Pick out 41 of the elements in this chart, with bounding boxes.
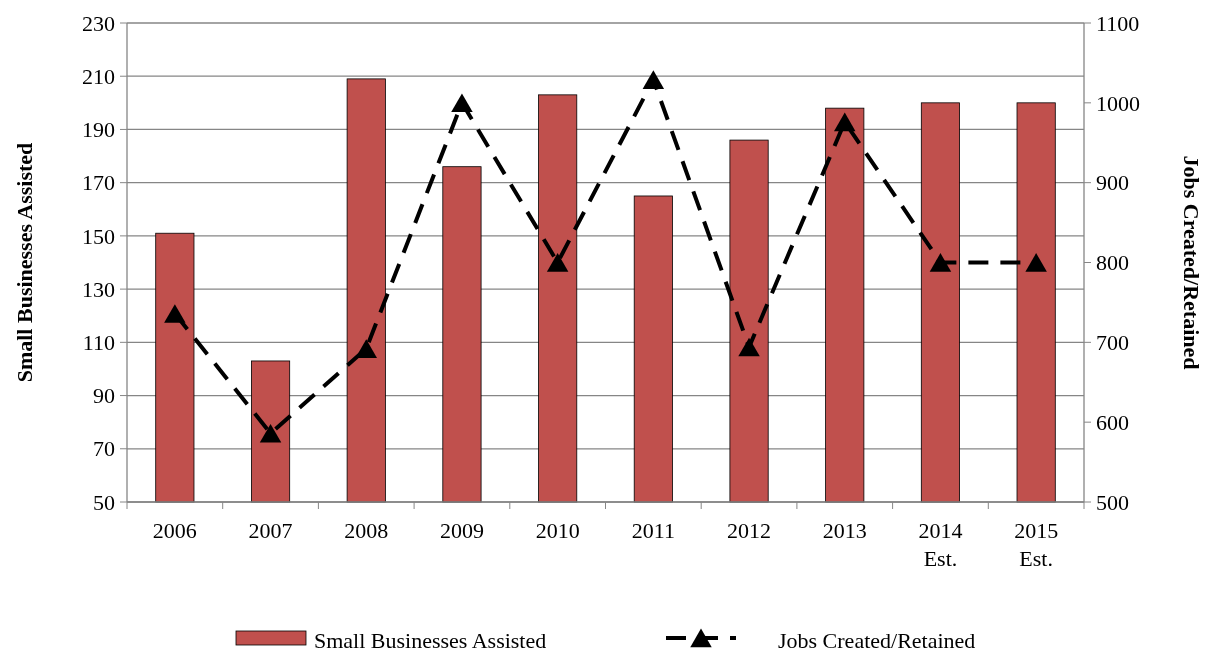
point <box>834 112 856 132</box>
y2-tick-label: 700 <box>1096 330 1129 356</box>
y2-axis-title: Jobs Created/Retained <box>1179 155 1204 370</box>
point <box>738 337 760 357</box>
point <box>642 70 665 89</box>
x-tick-label: 2014 Est. <box>918 518 963 571</box>
y2-tick-label: 500 <box>1096 489 1129 515</box>
point <box>164 304 186 323</box>
y2-tick-label: 1000 <box>1096 90 1140 116</box>
y-tick-label: 50 <box>93 489 115 515</box>
x-tick-label: 2012 <box>727 518 772 543</box>
y2-tick-label: 600 <box>1096 409 1129 435</box>
x-tick-label: 2010 <box>535 518 580 543</box>
y-tick-label: 90 <box>93 383 115 409</box>
point <box>1025 253 1047 272</box>
y-tick-label: 110 <box>82 330 115 356</box>
legend-label: Small Businesses Assisted <box>314 628 547 653</box>
y-tick-label: 210 <box>82 63 115 89</box>
legend-label: Jobs Created/Retained <box>778 628 976 653</box>
y2-tick-label: 900 <box>1096 170 1129 196</box>
y-tick-label: 190 <box>82 117 115 143</box>
x-tick-label: 2006 <box>152 518 197 543</box>
y-tick-label: 150 <box>82 223 115 249</box>
x-tick-label: 2013 <box>822 518 867 543</box>
point <box>929 253 952 272</box>
y-tick-label: 170 <box>82 170 115 196</box>
y2-tick-label: 1100 <box>1096 10 1140 36</box>
y-axis-title: Small Businesses Assisted <box>12 142 37 383</box>
x-tick-label: 2009 <box>439 518 484 543</box>
point <box>546 253 569 272</box>
x-tick-label: 2015 Est. <box>1014 518 1059 571</box>
x-tick-label: 2008 <box>344 518 389 543</box>
point <box>355 339 377 358</box>
y-tick-label: 230 <box>82 10 115 36</box>
y-tick-label: 130 <box>82 276 115 302</box>
point <box>259 423 282 443</box>
y2-tick-label: 800 <box>1096 250 1129 276</box>
x-tick-label: 2011 <box>631 518 675 543</box>
point <box>451 93 473 113</box>
x-tick-label: 2007 <box>248 518 293 543</box>
y-tick-label: 70 <box>93 436 115 462</box>
